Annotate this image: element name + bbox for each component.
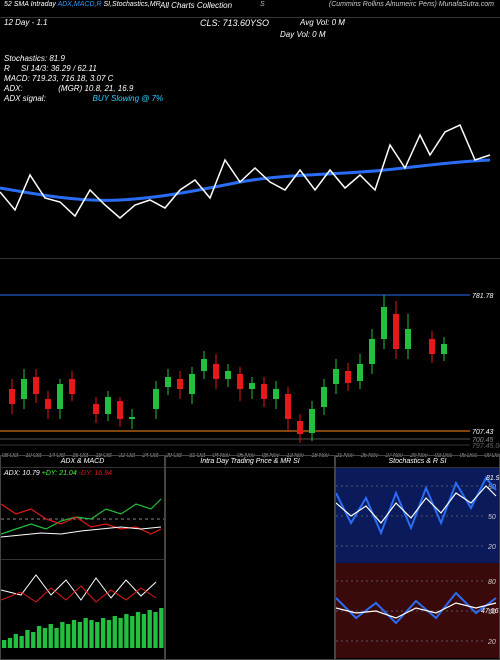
stat-adx-val: (MGR) 10.8, 21, 16.9 bbox=[58, 84, 133, 93]
sub-cls: CLS: 713.60YSO bbox=[200, 18, 269, 28]
panel1-lower-svg bbox=[1, 559, 164, 650]
stat-rsi: R SI 14/3: 36.29 / 62.11 bbox=[4, 64, 163, 74]
panel1-white bbox=[1, 527, 161, 537]
svg-text:20: 20 bbox=[487, 544, 496, 551]
header-left-blue: ADX,MACD,R bbox=[58, 1, 102, 8]
header-right: (Cummins Rollins Alnumeirc Pens) MunafaS… bbox=[329, 1, 494, 8]
svg-text:707.43: 707.43 bbox=[472, 429, 494, 436]
adx-minus-dy: -DY: 16.94 bbox=[77, 470, 112, 477]
panel1-lower-red bbox=[1, 586, 156, 602]
header-right-blue: Alnumeirc bbox=[385, 1, 416, 8]
svg-text:80: 80 bbox=[488, 579, 496, 586]
panel1-title: ADX & MACD bbox=[1, 456, 164, 468]
panel3-title: Stochastics & R SI bbox=[336, 456, 499, 468]
adx-val: ADX: 10.79 bbox=[4, 470, 42, 477]
panel3-upper-svg: 805020 81.9 bbox=[336, 468, 499, 563]
svg-text:781.78: 781.78 bbox=[472, 293, 494, 300]
stat-adx-label: ADX: bbox=[4, 84, 23, 93]
panel1-upper-svg bbox=[1, 479, 164, 559]
sub-day-change: 12 Day - 1.1 bbox=[4, 18, 48, 27]
indicator-stats: Stochastics: 81.9 R SI 14/3: 36.29 / 62.… bbox=[4, 54, 163, 104]
header-left-prefix: 52 SMA Intraday bbox=[4, 1, 58, 8]
stat-rsi-val: SI 14/3: 36.29 / 62.11 bbox=[21, 64, 97, 73]
sma-blue-line bbox=[0, 160, 490, 200]
panel3-lower-svg: 805020 47.56 bbox=[336, 563, 499, 658]
bottom-panels: ADX & MACD ADX: 10.79 +DY: 21.04 -DY: 16… bbox=[0, 455, 500, 660]
svg-text:797.45.00: 797.45.00 bbox=[472, 443, 500, 450]
header-right-prefix: (Cummins Rollins bbox=[329, 1, 386, 8]
stat-adx: ADX: (MGR) 10.8, 21, 16.9 bbox=[4, 84, 163, 94]
sub-day-vol: Day Vol: 0 M bbox=[280, 30, 326, 39]
svg-text:20: 20 bbox=[487, 639, 496, 646]
stat-stochastics: Stochastics: 81.9 bbox=[4, 54, 163, 64]
stat-adx-signal-val: BUY Slowing @ 7% bbox=[92, 94, 163, 103]
sma-svg bbox=[0, 120, 500, 240]
panel1-lower-white bbox=[1, 575, 156, 600]
stat-macd: MACD: 719.23, 716.18, 3.07 C bbox=[4, 74, 163, 84]
candle-svg: 781.78707.43700.45797.45.00 bbox=[0, 259, 500, 454]
panel1-adx-readout: ADX: 10.79 +DY: 21.04 -DY: 16.94 bbox=[1, 468, 164, 479]
hlines-group bbox=[0, 295, 470, 445]
sub-avg-vol: Avg Vol: 0 M bbox=[300, 18, 345, 27]
macd-bars bbox=[2, 608, 164, 648]
header-bar: 52 SMA Intraday ADX,MACD,R SI,Stochastic… bbox=[0, 0, 500, 18]
sma-overlay-chart[interactable] bbox=[0, 120, 500, 240]
header-right-suffix: Pens) MunafaSutra.com bbox=[417, 1, 494, 8]
svg-text:50: 50 bbox=[488, 514, 496, 521]
chart-page: 52 SMA Intraday ADX,MACD,R SI,Stochastic… bbox=[0, 0, 500, 660]
panel-intraday[interactable]: Intra Day Trading Price & MR SI bbox=[165, 455, 335, 660]
candles-group bbox=[9, 295, 447, 443]
panel-stochastics[interactable]: Stochastics & R SI 80 50 20 81.9 805020 47… bbox=[335, 455, 500, 660]
panel-adx-macd[interactable]: ADX & MACD ADX: 10.79 +DY: 21.04 -DY: 16… bbox=[0, 455, 165, 660]
stat-rsi-label: R bbox=[4, 64, 10, 73]
hlabels-group: 781.78707.43700.45797.45.00 bbox=[472, 293, 500, 450]
panel3-upper-val: 81.9 bbox=[486, 475, 499, 482]
panel2-title: Intra Day Trading Price & MR SI bbox=[166, 456, 334, 468]
header-mid: S bbox=[260, 1, 265, 8]
candlestick-chart[interactable]: 781.78707.43700.45797.45.00 bbox=[0, 258, 500, 453]
panel3-lower-val: 47.56 bbox=[481, 608, 499, 615]
header-center: All Charts Collection bbox=[160, 1, 232, 10]
sma-white-line bbox=[0, 125, 490, 218]
header-left: 52 SMA Intraday ADX,MACD,R SI,Stochastic… bbox=[4, 1, 161, 8]
stat-adx-signal-label: ADX signal: bbox=[4, 94, 46, 103]
header-left-suffix: SI,Stochastics,MR bbox=[102, 1, 161, 8]
stat-adx-signal: ADX signal: BUY Slowing @ 7% bbox=[4, 94, 163, 104]
adx-plus-dy: +DY: 21.04 bbox=[42, 470, 77, 477]
